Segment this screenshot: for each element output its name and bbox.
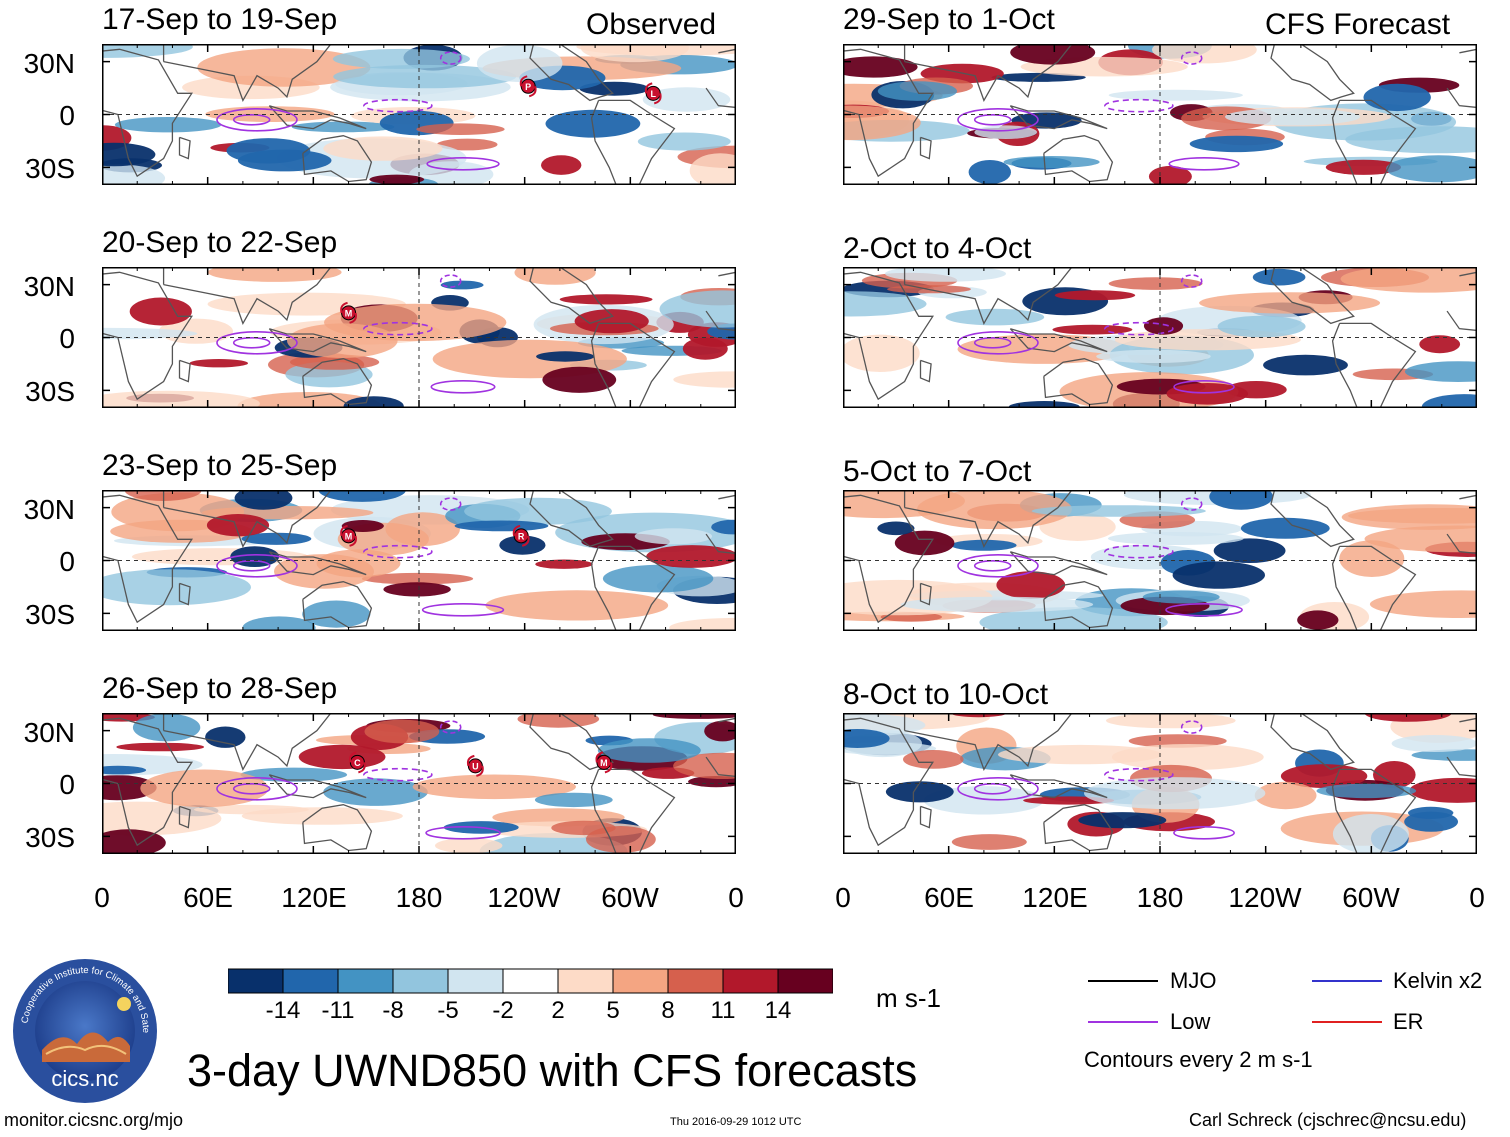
- legend-mjo-label: MJO: [1170, 968, 1217, 993]
- panel-title: 29-Sep to 1-Oct: [843, 3, 1055, 36]
- storm-letter: M: [345, 531, 353, 541]
- colorbar-swatch: [502, 968, 559, 994]
- colorbar-tick-label: -14: [265, 997, 301, 1024]
- lon-label: 180: [395, 882, 443, 913]
- colorbar-swatch: [228, 968, 284, 994]
- lon-label: 60E: [183, 882, 233, 913]
- storm-marker: C: [348, 751, 366, 774]
- lon-label: 0: [94, 882, 110, 913]
- panel-title: 23-Sep to 25-Sep: [102, 449, 338, 482]
- lon-label: 0: [1469, 882, 1485, 913]
- colorbar-tick-label: 2: [551, 997, 565, 1024]
- lon-label: 60E: [924, 882, 974, 913]
- colorbar-tick-label: 14: [764, 997, 792, 1024]
- panel-title: 20-Sep to 22-Sep: [102, 226, 338, 259]
- lon-label: 120E: [281, 882, 347, 913]
- colorbar-swatch: [667, 968, 724, 994]
- storm-marker: M: [340, 524, 357, 547]
- storm-letter: M: [600, 758, 608, 768]
- lat-label: 0: [59, 546, 75, 577]
- footer-author: Carl Schreck (cjschrec@ncsu.edu): [1189, 1110, 1467, 1130]
- legend-note: Contours every 2 m s-1: [1084, 1047, 1313, 1072]
- colorbar-swatch: [282, 968, 339, 994]
- lat-label: 30S: [25, 599, 75, 630]
- lon-label: 120W: [1228, 882, 1302, 913]
- lon-label: 60W: [601, 882, 659, 913]
- lon-label: 120W: [487, 882, 561, 913]
- legend-low-label: Low: [1170, 1009, 1211, 1034]
- legend-er-label: ER: [1393, 1009, 1424, 1034]
- panel-title: 5-Oct to 7-Oct: [843, 455, 1032, 488]
- colorbar-tick-label: -2: [492, 997, 514, 1024]
- storm-letter: R: [518, 531, 525, 541]
- map-panel: [843, 267, 1477, 408]
- map-panel: [843, 490, 1477, 631]
- forecast-label: CFS Forecast: [1265, 8, 1451, 41]
- legend-low-line: [1088, 1021, 1158, 1023]
- figure-title: 3-day UWND850 with CFS forecasts: [187, 1045, 918, 1096]
- colorbar-swatch: [777, 968, 833, 994]
- storm-marker: U: [466, 754, 484, 777]
- legend-mjo-line: [1088, 980, 1158, 982]
- colorbar-tick-label: 11: [710, 997, 736, 1024]
- footer-timestamp: Thu 2016-09-29 1012 UTC: [670, 1116, 802, 1128]
- footer-url: monitor.cicsnc.org/mjo: [4, 1110, 184, 1130]
- map-panel: PL: [102, 44, 736, 185]
- panel-title: 2-Oct to 4-Oct: [843, 232, 1032, 265]
- lon-label: 180: [1136, 882, 1184, 913]
- lon-label: 0: [728, 882, 744, 913]
- lat-label: 30N: [23, 494, 75, 525]
- lon-label: 0: [835, 882, 851, 913]
- storm-marker: M: [340, 301, 357, 324]
- colorbar-swatches: [228, 968, 833, 994]
- lat-label: 0: [59, 100, 75, 131]
- legend-er-line: [1312, 1021, 1382, 1023]
- lat-label: 30S: [25, 153, 75, 184]
- cics-logo: Cooperative Institute for Climate and Sa…: [9, 950, 158, 1104]
- logo-text: cics.nc: [51, 1066, 118, 1091]
- lat-label: 0: [59, 769, 75, 800]
- storm-marker: P: [519, 75, 537, 98]
- map-panel: [843, 44, 1477, 185]
- colorbar-swatch: [722, 968, 779, 994]
- lat-label: 30S: [25, 376, 75, 407]
- lat-label: 30N: [23, 717, 75, 748]
- lat-label: 30N: [23, 48, 75, 79]
- storm-letter: P: [525, 82, 531, 92]
- colorbar-tick-label: 8: [661, 997, 675, 1024]
- colorbar-tick-label: -11: [321, 997, 355, 1024]
- lat-label: 30S: [25, 822, 75, 853]
- colorbar-tick-label: 5: [606, 997, 620, 1024]
- map-panel: M: [102, 267, 736, 408]
- colorbar-swatch: [337, 968, 394, 994]
- storm-letter: C: [354, 758, 361, 768]
- colorbar-swatch: [392, 968, 449, 994]
- legend-kelvin-label: Kelvin x2: [1393, 968, 1483, 993]
- colorbar-swatch: [447, 968, 504, 994]
- lon-label: 60W: [1342, 882, 1400, 913]
- panel-title: 26-Sep to 28-Sep: [102, 672, 338, 705]
- panel-title: 8-Oct to 10-Oct: [843, 678, 1049, 711]
- legend-kelvin-line: [1312, 980, 1382, 982]
- colorbar-swatch: [557, 968, 614, 994]
- lat-label: 0: [59, 323, 75, 354]
- map-panel: [843, 713, 1477, 854]
- colorbar-tick-label: -5: [437, 997, 459, 1024]
- storm-letter: U: [472, 761, 479, 771]
- storm-marker: R: [512, 524, 530, 547]
- lon-label: 120E: [1022, 882, 1088, 913]
- colorbar-tick-label: -8: [382, 997, 404, 1024]
- storm-letter: M: [345, 308, 353, 318]
- lat-label: 30N: [23, 271, 75, 302]
- colorbar-swatch: [612, 968, 669, 994]
- panel-title: 17-Sep to 19-Sep: [102, 3, 338, 36]
- observed-label: Observed: [586, 8, 717, 41]
- storm-marker: M: [595, 751, 613, 774]
- storm-letter: L: [650, 89, 656, 99]
- colorbar-unit: m s-1: [876, 983, 941, 1013]
- storm-marker: L: [644, 82, 662, 105]
